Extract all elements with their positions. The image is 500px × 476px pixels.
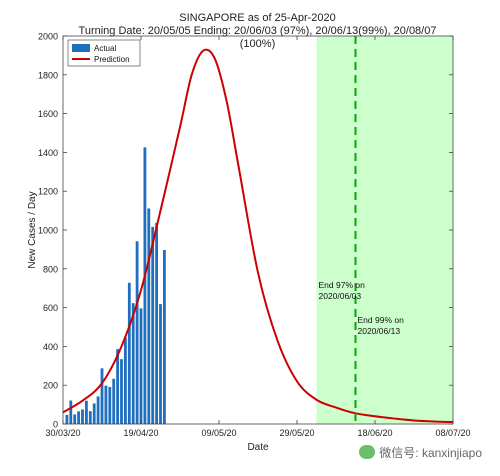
y-tick-label: 1000 xyxy=(38,226,58,236)
watermark: 微信号: kanxinjiapo xyxy=(359,444,482,461)
bar xyxy=(88,411,92,424)
bar xyxy=(96,396,100,424)
x-tick-label: 09/05/20 xyxy=(201,428,236,438)
y-tick-label: 400 xyxy=(43,342,58,352)
bar xyxy=(69,400,73,424)
x-tick-label: 29/05/20 xyxy=(279,428,314,438)
bar xyxy=(131,303,135,424)
legend-label-prediction: Prediction xyxy=(94,55,130,64)
chart-subtitle: Turning Date: 20/05/05 Ending: 20/06/03 … xyxy=(78,25,437,50)
y-axis-label: New Cases / Day xyxy=(27,191,38,268)
prediction-line xyxy=(62,48,454,424)
ending-shaded-region xyxy=(316,36,453,424)
y-tick-label: 0 xyxy=(53,420,58,430)
bar xyxy=(84,400,88,424)
bar xyxy=(100,368,104,424)
x-axis-label: Date xyxy=(247,442,269,453)
annotation-text-2: End 99% on xyxy=(358,315,405,325)
y-tick-label: 200 xyxy=(43,381,58,391)
bar xyxy=(120,359,123,424)
y-tick-label: 1800 xyxy=(38,70,58,80)
bar xyxy=(116,349,120,424)
bar xyxy=(147,208,151,424)
bar xyxy=(77,411,81,424)
annotation-text-1: End 97% on xyxy=(319,280,366,290)
x-tick-label: 08/07/20 xyxy=(435,428,470,438)
bar xyxy=(73,414,77,424)
bar xyxy=(151,226,155,424)
legend-label-actual: Actual xyxy=(94,44,116,53)
wechat-icon xyxy=(359,445,376,459)
bar xyxy=(81,409,84,424)
x-tick-label: 18/06/20 xyxy=(357,428,392,438)
y-tick-label: 2000 xyxy=(38,32,58,42)
bar xyxy=(104,385,108,424)
annotation-text-2: 2020/06/13 xyxy=(358,326,401,336)
bar xyxy=(92,403,96,424)
bar xyxy=(135,241,139,424)
y-tick-label: 1200 xyxy=(38,187,58,197)
bar xyxy=(108,386,112,424)
y-tick-label: 1400 xyxy=(38,148,58,158)
y-tick-label: 600 xyxy=(43,303,58,313)
x-tick-label: 19/04/20 xyxy=(123,428,158,438)
watermark-text: 微信号: kanxinjiapo xyxy=(379,446,482,460)
x-tick-label: 30/03/20 xyxy=(45,428,80,438)
annotation-text-1: 2020/06/03 xyxy=(319,291,362,301)
bar xyxy=(127,282,131,424)
bar xyxy=(143,147,147,424)
bar xyxy=(123,337,127,424)
legend-swatch-actual xyxy=(72,44,90,52)
y-tick-label: 1600 xyxy=(38,109,58,119)
bar xyxy=(159,304,162,424)
bar xyxy=(65,414,69,424)
bar xyxy=(155,222,159,424)
bar xyxy=(162,249,166,424)
bar xyxy=(112,378,116,424)
y-tick-label: 800 xyxy=(43,264,58,274)
chart-title: SINGAPORE as of 25-Apr-2020 xyxy=(179,12,336,24)
bar xyxy=(139,308,143,424)
